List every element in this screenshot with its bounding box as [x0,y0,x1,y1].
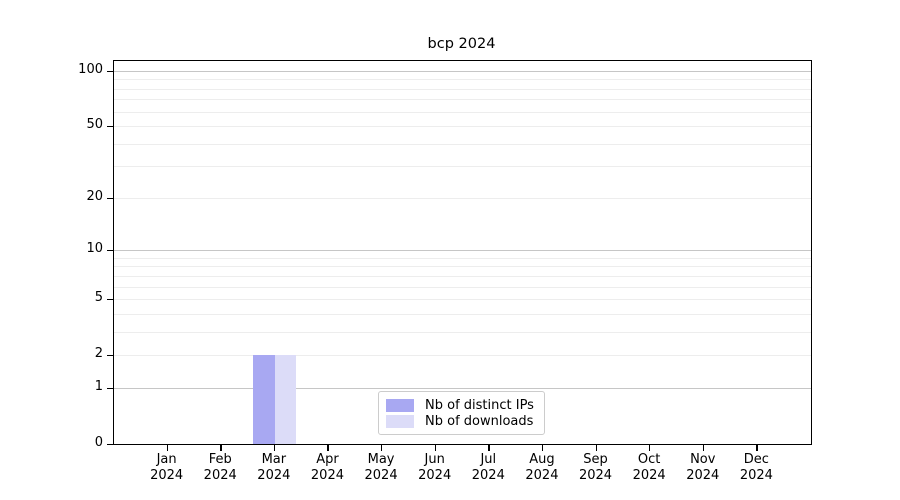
y-axis-tick [107,125,113,128]
y-axis-tick [107,197,113,199]
x-axis-tick [273,444,276,451]
x-tick-label: Nov 2024 [686,452,720,483]
gridline-minor [114,166,811,168]
legend-swatch-downloads [386,414,414,428]
y-tick-label: 20 [86,188,103,204]
x-axis-tick [220,444,222,451]
y-axis-tick [107,387,113,390]
x-axis-tick [541,444,544,451]
gridline-minor [114,126,811,128]
y-tick-label: 50 [86,117,103,133]
gridline-major [114,70,811,72]
x-tick-label: May 2024 [364,452,398,483]
x-tick-label: Jun 2024 [418,452,452,483]
x-axis-tick [595,444,597,451]
gridline-minor [114,99,811,101]
bar-nb-of-downloads [274,355,297,444]
x-tick-label: Apr 2024 [310,452,344,483]
x-axis-tick [488,444,490,451]
x-axis-tick [166,444,168,451]
legend-label-downloads: Nb of downloads [425,413,534,429]
gridline-minor [114,143,811,145]
x-tick-label: Feb 2024 [203,452,237,483]
x-tick-label: Dec 2024 [739,452,773,483]
x-tick-label: Jan 2024 [150,452,184,483]
x-axis-tick [702,444,705,451]
legend: Nb of distinct IPs Nb of downloads [378,391,545,435]
y-tick-label: 5 [94,290,103,306]
legend-label-distinct-ips: Nb of distinct IPs [425,397,534,413]
bar-nb-of-distinct-ips [253,355,275,444]
gridline-minor [114,197,811,199]
legend-item-downloads: Nb of downloads [386,414,536,429]
gridline-minor [114,275,811,277]
plot-area [113,60,812,445]
x-tick-label: Aug 2024 [525,452,559,483]
x-tick-label: Mar 2024 [257,452,291,483]
y-axis-tick [107,70,113,72]
gridline-minor [114,286,811,288]
y-tick-label: 1 [94,378,103,394]
gridline-minor [114,266,811,268]
gridline-minor [114,331,811,333]
y-tick-label: 2 [94,346,103,362]
gridline-minor [114,299,811,301]
gridline-minor [114,257,811,259]
x-axis-tick [756,444,758,451]
legend-swatch-distinct-ips [386,398,414,412]
x-axis-tick [649,444,651,451]
y-axis-tick [107,354,113,357]
gridline-minor [114,111,811,113]
y-axis-tick [107,298,113,301]
y-tick-label: 10 [86,241,103,257]
gridline-major [114,387,811,389]
legend-item-distinct-ips: Nb of distinct IPs [386,398,536,413]
y-tick-label: 100 [78,61,103,77]
gridline-minor [114,79,811,81]
x-axis-tick [381,444,383,451]
gridline-minor [114,355,811,357]
x-tick-label: Jul 2024 [471,452,505,483]
x-axis-tick [434,444,436,451]
gridline-minor [114,88,811,90]
chart-title: bcp 2024 [427,36,496,52]
x-tick-label: Sep 2024 [578,452,613,483]
gridline-major [114,250,811,252]
x-axis-tick [327,444,329,451]
y-axis-tick [107,249,113,252]
y-axis-tick [107,443,113,446]
y-tick-label: 0 [94,435,103,450]
gridline-minor [114,313,811,315]
x-tick-label: Oct 2024 [632,452,666,483]
